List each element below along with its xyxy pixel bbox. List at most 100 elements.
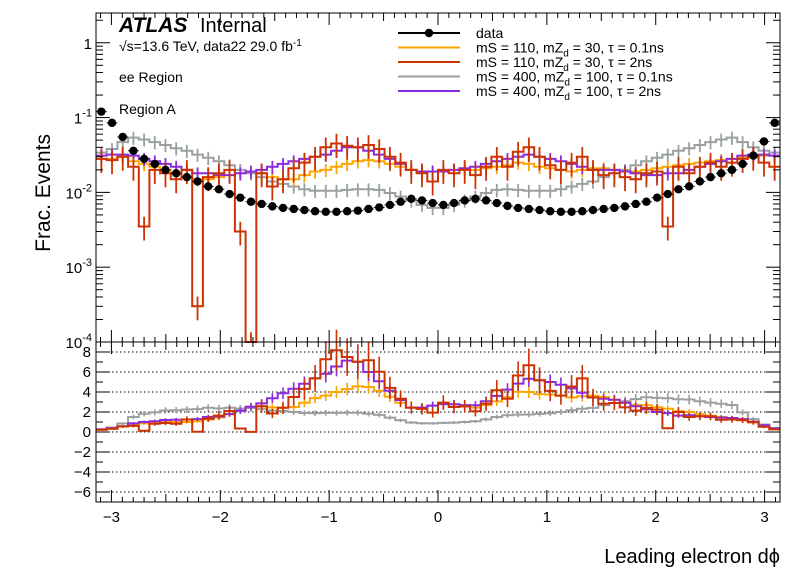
y-tick-exponent: -2 (82, 182, 92, 194)
data-point (236, 193, 245, 202)
data-point (139, 154, 149, 164)
experiment-label: ATLAS (118, 14, 187, 37)
data-point (225, 189, 234, 199)
data-point (599, 204, 608, 214)
data-point (727, 165, 737, 175)
data-point (342, 207, 352, 216)
atlas-label: ATLAS Internal √s=13.6 TeV, data22 29.0 … (118, 14, 302, 117)
data-point (107, 118, 117, 128)
data-point (513, 203, 523, 213)
data-point (428, 198, 437, 208)
data-point (150, 159, 159, 169)
main-panel-series (96, 107, 780, 343)
legend-label-subscript: d (564, 92, 570, 103)
legend-label-text: mS = 400, mZ (476, 69, 565, 85)
y-tick-exponent: -1 (82, 108, 92, 120)
ratio-panel: 8 6 4 2 0 −2 −4 −6 −3 −2 −1 0 1 2 3 (74, 329, 781, 526)
data-point (620, 202, 630, 211)
x-tick-label: −1 (321, 509, 338, 526)
y-tick-base: 1 (74, 111, 82, 128)
ratio-y-tick-label: 0 (83, 424, 91, 441)
legend-label-tail: = 100, τ = 2ns (570, 83, 661, 99)
data-point (118, 132, 127, 142)
x-tick-label: 2 (652, 509, 660, 526)
data-point (460, 196, 469, 205)
legend-label-tail: = 100, τ = 0.1ns (570, 69, 673, 85)
legend-label-tail: = 30, τ = 2ns (569, 54, 652, 70)
x-axis-label: Leading electron dϕ (604, 546, 780, 568)
ratio-y-tick-label: 2 (83, 404, 91, 421)
y-tick-exponent: -3 (82, 257, 92, 269)
data-point (663, 189, 672, 199)
data-point (652, 193, 662, 202)
lumi-exponent: -1 (293, 38, 302, 49)
data-point (353, 206, 363, 215)
data-point (706, 172, 715, 182)
ratio-step-line (96, 349, 780, 433)
x-tick-label: −3 (103, 509, 120, 526)
data-point (524, 204, 534, 214)
data-point (578, 207, 587, 216)
x-tick-label: 1 (543, 509, 551, 526)
data-point (257, 199, 266, 209)
legend-label-subscript: d (563, 49, 569, 60)
main-panel: 10-410-310-21-11 (66, 12, 781, 352)
x-tick-label: −2 (212, 509, 229, 526)
data-point (717, 169, 726, 178)
data-point (535, 205, 544, 215)
ratio-panel-frame (95, 341, 781, 503)
data-point (246, 197, 256, 206)
data-point (610, 203, 619, 213)
data-point (556, 207, 566, 217)
ratio-panel-ticks: 8 6 4 2 0 −2 −4 −6 −3 −2 −1 0 1 2 3 (74, 341, 780, 526)
data-point (759, 137, 769, 146)
y-tick-label: 1 (84, 36, 92, 53)
ratio-y-tick-label: −4 (74, 464, 91, 481)
data-point (310, 207, 320, 216)
data-point (546, 207, 555, 216)
x-tick-label: 3 (760, 509, 768, 526)
data-point (674, 185, 683, 194)
ratio-panel-series (96, 329, 780, 433)
data-point (567, 207, 576, 217)
data-point (289, 204, 298, 214)
data-point (770, 118, 779, 128)
data-point (171, 169, 181, 178)
ratio-y-tick-label: 6 (83, 364, 91, 381)
data-point (182, 172, 192, 182)
legend-label-text: mS = 110, mZ (476, 54, 564, 70)
data-point (749, 151, 758, 160)
ratio-y-tick-label: 8 (83, 344, 91, 361)
data-point (738, 159, 747, 169)
ratio-y-tick-label: −2 (74, 444, 91, 461)
main-panel-ticks: 10-410-310-21-11 (66, 13, 780, 352)
energy-lumi-label: √s=13.6 TeV, data22 29.0 fb-1 (119, 38, 302, 54)
legend-entry-label: mS = 110, mZd = 30, τ = 0.1ns (476, 40, 664, 60)
data-point (396, 197, 405, 206)
data-point (449, 198, 459, 208)
region-label-ee: ee Region (119, 69, 183, 85)
data-point (503, 201, 512, 211)
data-point (407, 194, 416, 204)
legend-label-text: mS = 400, mZ (476, 83, 565, 99)
y-tick-base: 10 (66, 260, 83, 277)
legend-entry-label: data (476, 25, 503, 41)
legend-label-text: data (476, 25, 503, 41)
data-point (642, 197, 651, 206)
data-point (439, 200, 448, 210)
legend-entry-label: mS = 400, mZd = 100, τ = 2ns (476, 83, 661, 103)
y-tick-label: 10-3 (66, 257, 92, 277)
y-tick-base: 10 (66, 185, 83, 202)
ratio-y-tick-label: 4 (83, 384, 91, 401)
data-point (300, 205, 309, 215)
legend-label-tail: = 30, τ = 0.1ns (569, 40, 664, 56)
data-point (204, 182, 213, 191)
data-point (471, 194, 480, 204)
y-tick-exponent: -4 (82, 332, 92, 344)
data-point (364, 204, 373, 214)
data-point (492, 198, 501, 208)
signal-step-line (96, 142, 780, 343)
data-point (375, 203, 384, 212)
